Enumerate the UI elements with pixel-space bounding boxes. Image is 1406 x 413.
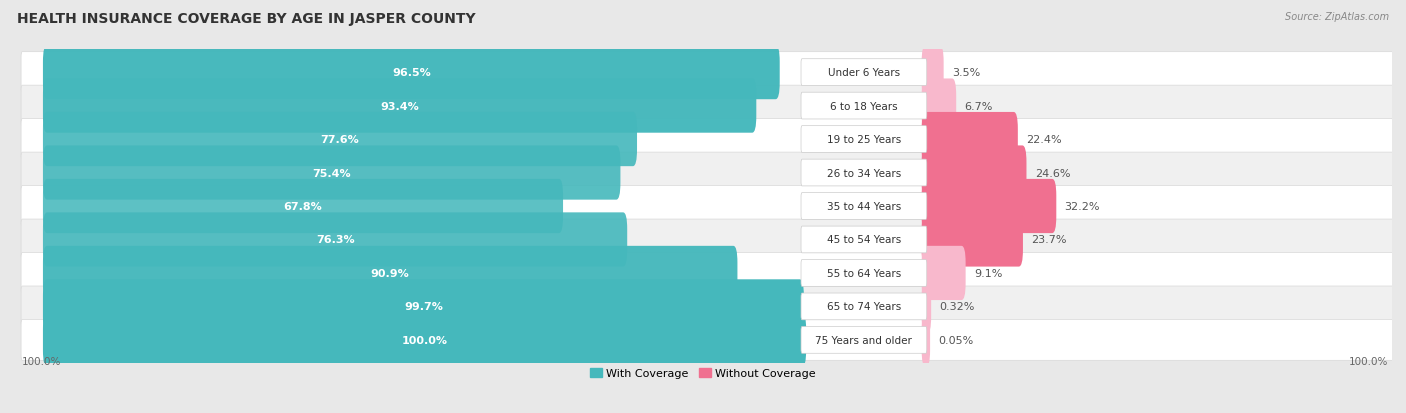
FancyBboxPatch shape (44, 213, 627, 267)
Text: 35 to 44 Years: 35 to 44 Years (827, 202, 901, 211)
FancyBboxPatch shape (21, 86, 1393, 127)
FancyBboxPatch shape (21, 220, 1393, 260)
FancyBboxPatch shape (922, 79, 956, 133)
Text: 3.5%: 3.5% (952, 68, 980, 78)
Text: 100.0%: 100.0% (22, 356, 62, 366)
FancyBboxPatch shape (922, 146, 1026, 200)
FancyBboxPatch shape (801, 93, 927, 120)
FancyBboxPatch shape (801, 193, 927, 220)
FancyBboxPatch shape (922, 280, 931, 334)
Text: 55 to 64 Years: 55 to 64 Years (827, 268, 901, 278)
Text: 67.8%: 67.8% (284, 202, 322, 211)
FancyBboxPatch shape (44, 180, 562, 233)
Legend: With Coverage, Without Coverage: With Coverage, Without Coverage (586, 364, 820, 383)
FancyBboxPatch shape (801, 227, 927, 253)
FancyBboxPatch shape (44, 79, 756, 133)
Text: 100.0%: 100.0% (1348, 356, 1388, 366)
FancyBboxPatch shape (801, 260, 927, 287)
Text: 19 to 25 Years: 19 to 25 Years (827, 135, 901, 145)
Text: 75 Years and older: 75 Years and older (815, 335, 912, 345)
FancyBboxPatch shape (21, 320, 1393, 361)
Text: 0.05%: 0.05% (938, 335, 973, 345)
FancyBboxPatch shape (801, 59, 927, 86)
FancyBboxPatch shape (801, 160, 927, 186)
Text: 6.7%: 6.7% (965, 101, 993, 112)
Text: 22.4%: 22.4% (1026, 135, 1062, 145)
Text: HEALTH INSURANCE COVERAGE BY AGE IN JASPER COUNTY: HEALTH INSURANCE COVERAGE BY AGE IN JASP… (17, 12, 475, 26)
Text: 0.32%: 0.32% (939, 301, 974, 312)
Text: 45 to 54 Years: 45 to 54 Years (827, 235, 901, 245)
FancyBboxPatch shape (922, 180, 1056, 233)
Text: 65 to 74 Years: 65 to 74 Years (827, 301, 901, 312)
FancyBboxPatch shape (44, 113, 637, 167)
Text: 23.7%: 23.7% (1031, 235, 1067, 245)
Text: 76.3%: 76.3% (316, 235, 354, 245)
FancyBboxPatch shape (801, 293, 927, 320)
Text: 32.2%: 32.2% (1064, 202, 1099, 211)
FancyBboxPatch shape (922, 246, 966, 300)
FancyBboxPatch shape (922, 213, 1024, 267)
Text: Under 6 Years: Under 6 Years (828, 68, 900, 78)
FancyBboxPatch shape (21, 253, 1393, 294)
Text: 9.1%: 9.1% (974, 268, 1002, 278)
FancyBboxPatch shape (922, 113, 1018, 167)
FancyBboxPatch shape (21, 153, 1393, 193)
Text: Source: ZipAtlas.com: Source: ZipAtlas.com (1285, 12, 1389, 22)
FancyBboxPatch shape (44, 146, 620, 200)
FancyBboxPatch shape (44, 46, 780, 100)
Text: 26 to 34 Years: 26 to 34 Years (827, 168, 901, 178)
FancyBboxPatch shape (21, 186, 1393, 227)
FancyBboxPatch shape (801, 126, 927, 153)
Text: 6 to 18 Years: 6 to 18 Years (830, 101, 897, 112)
FancyBboxPatch shape (922, 313, 931, 367)
FancyBboxPatch shape (44, 280, 804, 334)
Text: 75.4%: 75.4% (312, 168, 352, 178)
FancyBboxPatch shape (21, 286, 1393, 327)
FancyBboxPatch shape (44, 246, 737, 300)
FancyBboxPatch shape (21, 52, 1393, 93)
FancyBboxPatch shape (21, 119, 1393, 160)
Text: 100.0%: 100.0% (402, 335, 447, 345)
FancyBboxPatch shape (44, 313, 806, 367)
FancyBboxPatch shape (801, 327, 927, 354)
Text: 96.5%: 96.5% (392, 68, 430, 78)
Text: 24.6%: 24.6% (1035, 168, 1070, 178)
FancyBboxPatch shape (922, 46, 943, 100)
Text: 99.7%: 99.7% (404, 301, 443, 312)
Text: 93.4%: 93.4% (380, 101, 419, 112)
Text: 90.9%: 90.9% (371, 268, 409, 278)
Text: 77.6%: 77.6% (321, 135, 360, 145)
